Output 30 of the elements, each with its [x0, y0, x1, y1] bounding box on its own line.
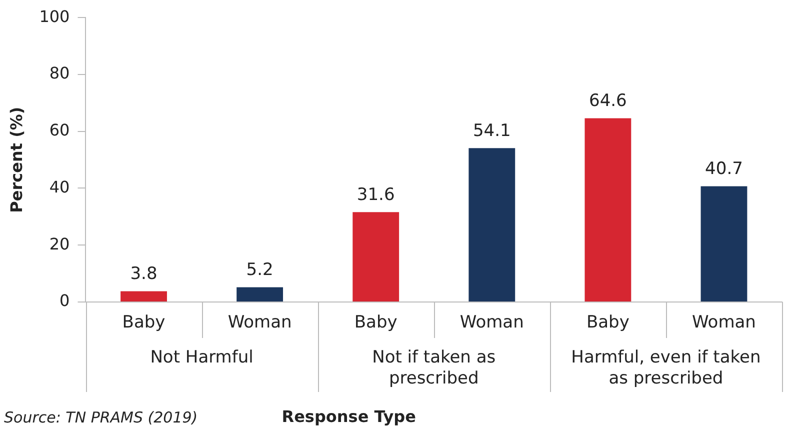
y-tick-label: 40: [49, 177, 70, 196]
y-tick-label: 80: [49, 64, 70, 83]
y-tick-label: 100: [39, 6, 70, 26]
data-label: 31.6: [356, 185, 395, 206]
bar: [584, 118, 632, 302]
series-label: Baby: [122, 312, 166, 332]
bar: [120, 291, 167, 302]
y-tick-label: 20: [49, 234, 70, 254]
text: Woman: [692, 312, 756, 332]
text: Baby: [354, 312, 398, 332]
x-tick-label: Harmful, even if taken as prescribed: [571, 347, 761, 388]
x-axis-title: Response Type: [282, 407, 416, 426]
series-label: Woman: [460, 312, 524, 332]
y-tick-label: 0: [60, 291, 70, 310]
x-tick-label: Not Harmful: [150, 347, 254, 368]
text: Woman: [228, 312, 292, 332]
data-label: 3.8: [130, 264, 158, 284]
data-label: 64.6: [589, 91, 627, 112]
bar: [236, 287, 284, 302]
bar: [352, 212, 400, 302]
bar: [700, 186, 748, 302]
data-label: 54.1: [472, 121, 511, 142]
y-tick-label: 60: [49, 120, 70, 140]
data-label: 5.2: [246, 260, 274, 280]
data-label: 40.7: [705, 159, 743, 180]
text: Baby: [586, 312, 630, 332]
bar: [468, 148, 516, 302]
x-tick-label: Not if taken as prescribed: [372, 347, 496, 388]
source-note: Source: TN PRAMS (2019): [4, 408, 198, 426]
y-axis-title: Percent (%): [6, 106, 26, 213]
